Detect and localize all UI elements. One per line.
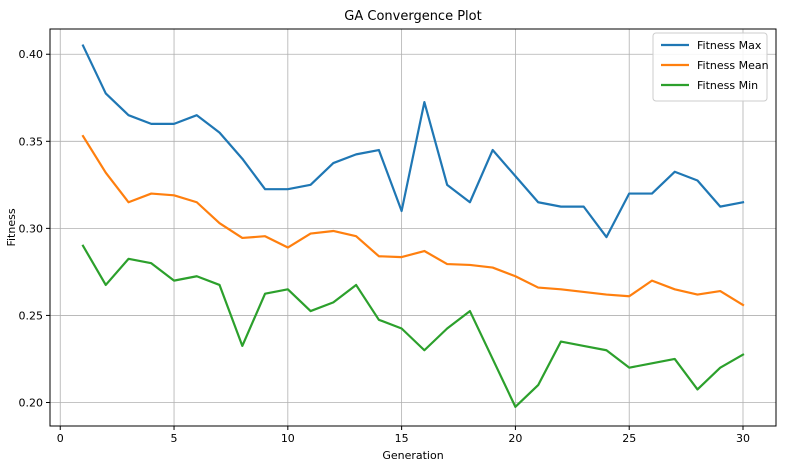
grid bbox=[50, 29, 776, 426]
x-tick-label: 5 bbox=[171, 432, 178, 445]
y-tick-label: 0.20 bbox=[19, 396, 44, 409]
legend-label: Fitness Mean bbox=[697, 59, 769, 72]
x-axis-label: Generation bbox=[382, 449, 443, 462]
y-tick-label: 0.25 bbox=[19, 309, 44, 322]
y-tick-label: 0.30 bbox=[19, 222, 44, 235]
x-tick-label: 0 bbox=[57, 432, 64, 445]
series-line-fitness-mean bbox=[81, 134, 745, 307]
x-tick-label: 25 bbox=[622, 432, 636, 445]
series-line-fitness-max bbox=[81, 44, 745, 239]
legend-label: Fitness Max bbox=[697, 39, 762, 52]
axis-ticks: 0 5 10 15 20 25 30 0.20 0.25 0.30 0.35 0.40 bbox=[19, 48, 751, 445]
x-tick-label: 30 bbox=[736, 432, 750, 445]
series-line-fitness-min bbox=[81, 244, 745, 408]
y-axis-label: Fitness bbox=[5, 208, 18, 246]
x-tick-label: 15 bbox=[395, 432, 409, 445]
chart-title: GA Convergence Plot bbox=[344, 9, 481, 24]
series-lines bbox=[81, 44, 745, 408]
y-tick-label: 0.35 bbox=[19, 135, 44, 148]
legend: Fitness Max Fitness Mean Fitness Min bbox=[652, 32, 769, 102]
x-tick-label: 10 bbox=[281, 432, 295, 445]
plot-frame bbox=[49, 28, 777, 427]
legend-label: Fitness Min bbox=[697, 79, 758, 92]
x-tick-label: 20 bbox=[508, 432, 522, 445]
y-tick-label: 0.40 bbox=[19, 48, 44, 61]
